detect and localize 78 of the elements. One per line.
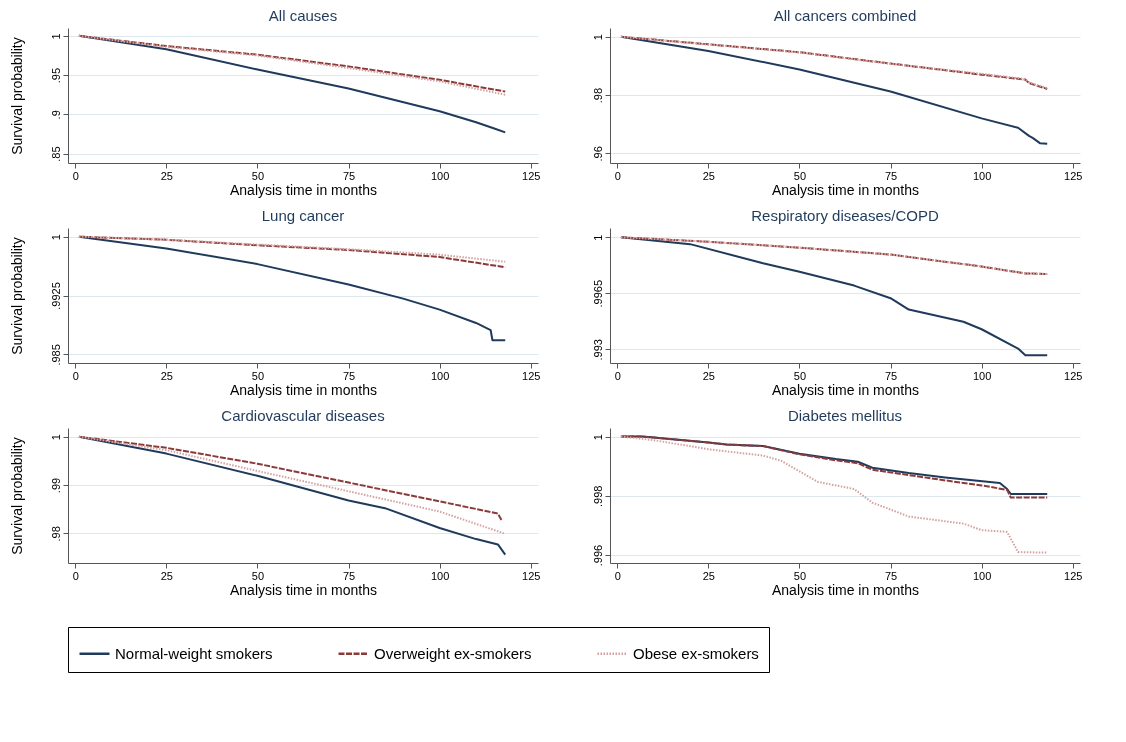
x-tick-label: 0 [72, 169, 79, 182]
chart-title: Cardiovascular diseases [221, 407, 385, 424]
x-tick-label: 100 [972, 569, 992, 582]
x-tick-label: 0 [614, 169, 621, 182]
y-tick-label: 1 [591, 34, 604, 41]
y-tick-label: .9 [49, 110, 62, 120]
x-tick-label: 125 [522, 169, 541, 182]
x-tick-label: 0 [72, 569, 79, 582]
x-tick-label: 125 [522, 369, 541, 382]
y-tick-label: .996 [591, 544, 604, 567]
y-tick-label: 1 [591, 234, 604, 241]
line-series [77, 235, 507, 263]
y-tick-label: 1 [591, 434, 604, 441]
line-series [77, 235, 507, 269]
x-tick-label: 75 [342, 169, 356, 182]
chart-title: All cancers combined [773, 7, 917, 24]
x-axis-title: Analysis time in months [229, 181, 378, 198]
x-tick-label: 75 [884, 369, 898, 382]
x-tick-label: 75 [884, 569, 898, 582]
y-tick-label: 1 [49, 33, 62, 40]
x-axis-title: Analysis time in months [771, 181, 920, 198]
legend-label: Normal-weight smokers [115, 644, 273, 662]
x-tick-label: 25 [160, 569, 173, 582]
x-tick-label: 125 [1064, 369, 1083, 382]
y-tick-label: .99 [49, 477, 62, 494]
x-tick-label: 100 [972, 369, 992, 382]
y-tick-label: 1 [49, 234, 62, 241]
x-tick-label: 0 [614, 569, 621, 582]
x-tick-label: 25 [702, 369, 715, 382]
x-tick-label: 25 [160, 369, 173, 382]
x-tick-label: 50 [251, 369, 265, 382]
y-tick-label: .998 [591, 485, 604, 508]
y-tick-label: .993 [591, 339, 604, 361]
y-tick-label: 1 [49, 434, 62, 441]
x-tick-label: 100 [430, 169, 450, 182]
legend-label: Obese ex-smokers [633, 644, 759, 662]
x-tick-label: 25 [702, 569, 715, 582]
x-tick-label: 125 [522, 569, 541, 582]
line-series [619, 35, 1049, 90]
x-tick-label: 50 [793, 569, 807, 582]
y-tick-label: .98 [591, 87, 604, 104]
x-tick-label: 0 [614, 369, 621, 382]
x-tick-label: 125 [1064, 169, 1083, 182]
x-tick-label: 100 [972, 169, 992, 182]
y-axis-title: Survival probability [8, 37, 25, 155]
x-tick-label: 50 [251, 569, 265, 582]
chart-title: All causes [268, 7, 338, 24]
x-tick-label: 75 [884, 169, 898, 182]
chart-title: Respiratory diseases/COPD [751, 207, 939, 224]
x-axis-title: Analysis time in months [229, 381, 378, 398]
x-tick-label: 125 [1064, 569, 1083, 582]
line-series [619, 236, 1049, 276]
y-tick-label: .96 [591, 146, 604, 162]
line-series [619, 435, 1049, 554]
x-axis-title: Analysis time in months [771, 581, 920, 598]
x-tick-label: 25 [160, 169, 173, 182]
x-tick-label: 100 [430, 569, 450, 582]
x-tick-label: 0 [72, 369, 79, 382]
y-tick-label: .9925 [49, 282, 62, 310]
chart-title: Lung cancer [261, 207, 345, 224]
y-tick-label: .98 [49, 526, 62, 542]
x-axis-title: Analysis time in months [229, 581, 378, 598]
x-tick-label: 75 [342, 369, 356, 382]
x-axis-title: Analysis time in months [771, 381, 920, 398]
y-axis-title: Survival probability [8, 437, 25, 555]
y-tick-label: .95 [49, 67, 62, 84]
y-tick-label: .985 [49, 344, 62, 366]
x-tick-label: 50 [793, 169, 807, 182]
y-axis-title: Survival probability [8, 237, 25, 355]
x-tick-label: 50 [251, 169, 265, 182]
x-tick-label: 50 [793, 369, 807, 382]
x-tick-label: 25 [702, 169, 715, 182]
legend-label: Overweight ex-smokers [374, 644, 532, 662]
chart-title: Diabetes mellitus [787, 407, 903, 424]
x-tick-label: 100 [430, 369, 450, 382]
y-tick-label: .9965 [591, 280, 604, 308]
x-tick-label: 75 [342, 569, 356, 582]
y-tick-label: .85 [49, 146, 62, 162]
